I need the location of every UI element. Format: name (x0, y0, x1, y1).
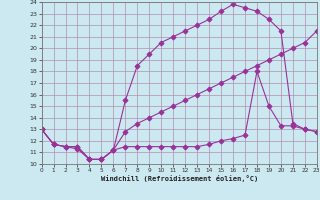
X-axis label: Windchill (Refroidissement éolien,°C): Windchill (Refroidissement éolien,°C) (100, 175, 258, 182)
